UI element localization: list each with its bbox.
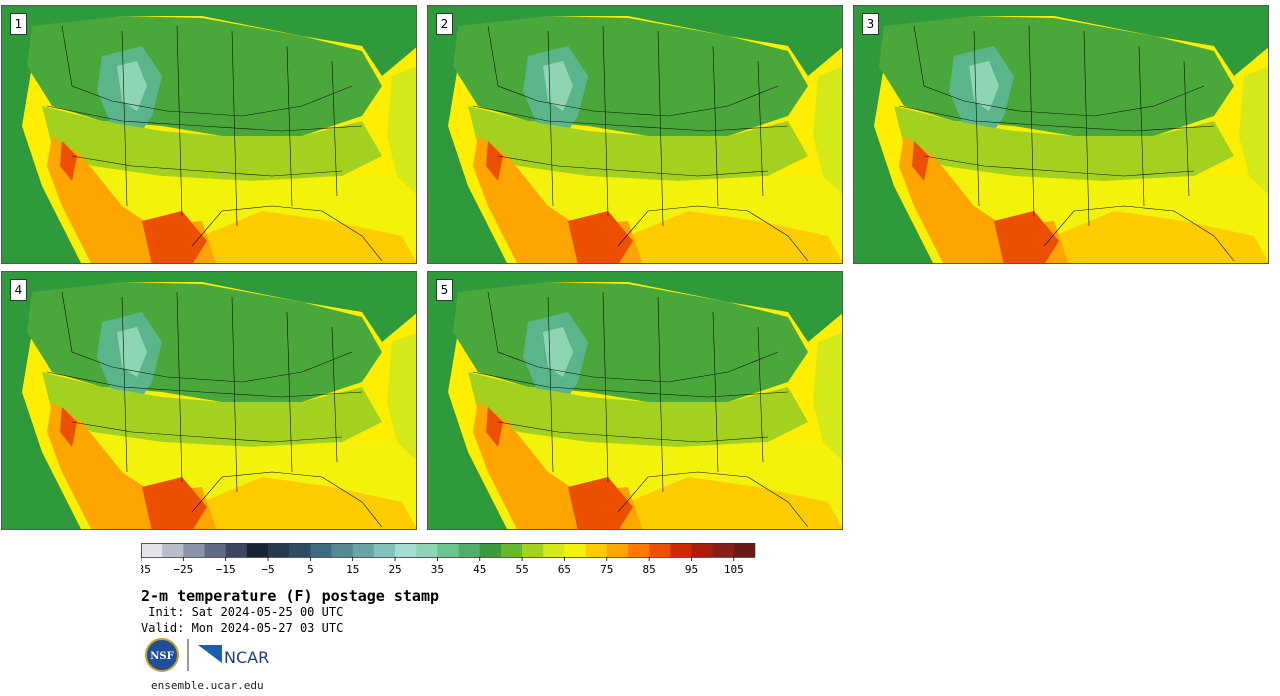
colorbar-tick-label: 105 xyxy=(724,563,744,576)
colorbar-swatch xyxy=(670,543,692,557)
temperature-map xyxy=(428,272,842,529)
panel-label: 3 xyxy=(862,13,879,35)
temperature-map xyxy=(428,6,842,263)
panel-label: 2 xyxy=(436,13,453,35)
colorbar-tick-label: 95 xyxy=(685,563,698,576)
colorbar-swatch xyxy=(522,543,544,557)
colorbar-swatch xyxy=(141,543,163,557)
init-time: Init: Sat 2024-05-25 00 UTC xyxy=(141,605,344,619)
colorbar-swatch xyxy=(712,543,735,557)
chart-title: 2-m temperature (F) postage stamp xyxy=(141,587,440,605)
valid-time: Valid: Mon 2024-05-27 03 UTC xyxy=(141,621,344,635)
colorbar-swatch xyxy=(627,543,650,557)
panel-label: 5 xyxy=(436,279,453,301)
colorbar-swatch xyxy=(162,543,184,557)
colorbar-tick-label: −15 xyxy=(216,563,236,576)
nsf-logo-text: NSF xyxy=(150,651,173,662)
colorbar-swatch xyxy=(437,543,459,557)
colorbar: −35−25−15−55152535455565758595105115 xyxy=(141,543,756,576)
colorbar-swatch xyxy=(543,543,565,557)
colorbar-swatch xyxy=(458,543,481,557)
panel-5: 5 xyxy=(427,271,843,530)
colorbar-swatch xyxy=(733,543,756,557)
colorbar-swatch xyxy=(585,543,608,557)
colorbar-swatch xyxy=(225,543,248,557)
source-url: ensemble.ucar.edu xyxy=(151,679,264,692)
colorbar-tick-label: −25 xyxy=(173,563,193,576)
colorbar-swatch xyxy=(289,543,311,557)
panel-3: 3 xyxy=(853,5,1269,264)
colorbar-swatch xyxy=(479,543,502,557)
colorbar-swatch xyxy=(606,543,629,557)
colorbar-swatch xyxy=(268,543,290,557)
colorbar-tick-label: 45 xyxy=(473,563,486,576)
colorbar-tick-label: 85 xyxy=(643,563,656,576)
colorbar-swatch xyxy=(416,543,438,557)
nsf-logo-icon: NSF xyxy=(145,638,179,672)
colorbar-tick-label: −35 xyxy=(141,563,151,576)
temperature-map xyxy=(2,6,416,263)
colorbar-swatch xyxy=(352,543,375,557)
colorbar-tick-label: 55 xyxy=(515,563,528,576)
colorbar-swatch xyxy=(691,543,713,557)
colorbar-tick-label: 75 xyxy=(600,563,613,576)
colorbar-swatch xyxy=(649,543,671,557)
panel-1: 1 xyxy=(1,5,417,264)
ncar-logo-icon: NCAR xyxy=(198,645,269,667)
panel-2: 2 xyxy=(427,5,843,264)
colorbar-swatch xyxy=(204,543,226,557)
logos: NSF NCAR xyxy=(144,636,274,674)
temperature-map xyxy=(2,272,416,529)
colorbar-tick-label: 5 xyxy=(307,563,314,576)
colorbar-tick-label: 65 xyxy=(558,563,571,576)
ncar-logo-text: NCAR xyxy=(224,648,269,667)
colorbar-swatch xyxy=(310,543,332,557)
colorbar-swatch xyxy=(246,543,269,557)
colorbar-swatch xyxy=(395,543,417,557)
colorbar-tick-label: 35 xyxy=(431,563,444,576)
panel-4: 4 xyxy=(1,271,417,530)
colorbar-swatch xyxy=(500,543,523,557)
temperature-map xyxy=(854,6,1268,263)
colorbar-swatch xyxy=(564,543,586,557)
colorbar-swatch xyxy=(331,543,354,557)
colorbar-border xyxy=(141,543,755,558)
colorbar-tick-label: 25 xyxy=(388,563,401,576)
colorbar-swatch xyxy=(373,543,396,557)
colorbar-swatch xyxy=(183,543,205,557)
panel-label: 4 xyxy=(10,279,27,301)
colorbar-tick-label: −5 xyxy=(261,563,274,576)
panel-label: 1 xyxy=(10,13,27,35)
colorbar-tick-label: 15 xyxy=(346,563,359,576)
